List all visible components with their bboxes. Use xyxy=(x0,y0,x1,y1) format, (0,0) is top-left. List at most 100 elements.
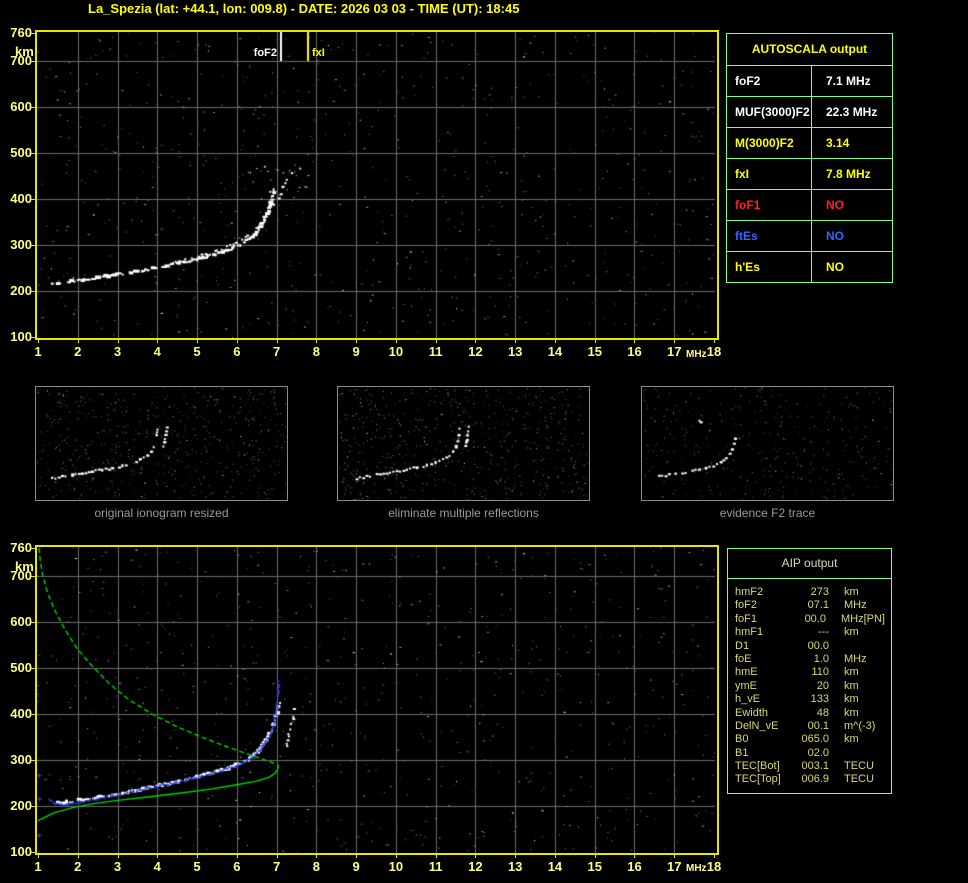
aip-unit: km xyxy=(844,679,859,692)
x-axis-tick xyxy=(356,339,357,343)
x-tick-label: 17 xyxy=(667,344,682,359)
table-row-fxi: fxI 7.8 MHz xyxy=(727,158,892,189)
y-tick-label: 200 xyxy=(10,282,32,298)
x-tick-label: 10 xyxy=(388,859,404,874)
x-tick-label: 8 xyxy=(312,344,320,359)
x-tick-label: 18 xyxy=(706,344,722,359)
y-axis-tick xyxy=(31,153,35,154)
bottom-ionogram-frame xyxy=(35,545,719,855)
aip-unit: km xyxy=(844,693,859,706)
param-value: NO xyxy=(826,229,844,243)
x-tick-label: 18 xyxy=(706,859,722,874)
aip-extra xyxy=(885,747,891,760)
x-tick-label: 3 xyxy=(113,859,122,874)
aip-unit: km xyxy=(844,666,859,679)
aip-param: B1 xyxy=(735,746,749,759)
aip-value: 02.0 xyxy=(807,746,829,759)
aip-param: ymE xyxy=(735,679,757,692)
x-axis-tick xyxy=(555,339,556,343)
aip-row: TEC[Top] 006.9 TECU xyxy=(735,773,891,786)
y-tick-label: 600 xyxy=(10,98,32,114)
y-axis-tick xyxy=(31,107,35,108)
x-axis-tick xyxy=(515,339,516,343)
y-tick-label: 400 xyxy=(10,705,32,721)
y-axis-tick xyxy=(31,291,35,292)
aip-value: 133 xyxy=(810,693,829,706)
aip-row: hmF1 --- km xyxy=(735,626,891,639)
y-tick-label: 100 xyxy=(10,329,32,344)
x-tick-label: 2 xyxy=(74,859,82,874)
x-axis-tick xyxy=(475,339,476,343)
x-axis-tick xyxy=(78,854,79,858)
aip-row: DelN_vE 00.1 m^(-3) xyxy=(735,720,891,733)
aip-value: 065.0 xyxy=(801,733,829,746)
bottom-ionogram-canvas xyxy=(37,547,715,853)
aip-extra xyxy=(885,733,891,746)
aip-row: TEC[Bot] 003.1 TECU xyxy=(735,760,891,773)
y-axis-tick xyxy=(31,668,35,669)
table-row-ftes: ftEs NO xyxy=(727,220,892,251)
fof2-marker-label: foF2 xyxy=(253,47,277,59)
aip-unit: km xyxy=(844,706,859,719)
table-row-hes: h'Es NO xyxy=(727,251,892,282)
top-ionogram-canvas xyxy=(37,32,715,338)
aip-unit: MHz xyxy=(840,612,864,625)
aip-unit: MHz xyxy=(844,652,867,665)
aip-unit: TECU xyxy=(844,760,874,773)
autoscala-output-table: AUTOSCALA output foF2 7.1 MHz MUF(3000)F… xyxy=(726,33,893,283)
aip-value: --- xyxy=(818,626,829,639)
aip-param: TEC[Bot] xyxy=(735,760,780,773)
panel-caption-eliminate: eliminate multiple reflections xyxy=(388,506,539,520)
param-label: M(3000)F2 xyxy=(727,128,812,158)
aip-extra xyxy=(885,599,891,612)
panel-evidence-f2-canvas xyxy=(642,387,893,500)
aip-param: Ewidth xyxy=(735,706,769,719)
x-axis-tick xyxy=(38,854,39,858)
x-axis-tick xyxy=(237,854,238,858)
fxi-marker-label: fxI xyxy=(312,47,325,59)
y-tick-label: 600 xyxy=(10,613,32,629)
aip-value: 07.1 xyxy=(807,599,829,612)
x-axis-tick xyxy=(436,339,437,343)
y-tick-label: 100 xyxy=(10,844,32,859)
x-axis-tick xyxy=(237,339,238,343)
aip-row: h_vE 133 km xyxy=(735,693,891,706)
y-axis-tick xyxy=(31,337,35,338)
aip-value: 00.0 xyxy=(807,639,829,652)
aip-param: DelN_vE xyxy=(735,719,779,732)
x-axis-tick xyxy=(634,854,635,858)
param-label: foF2 xyxy=(727,66,812,96)
aip-param: foE xyxy=(735,652,752,665)
x-axis-tick xyxy=(515,854,516,858)
x-axis-tick xyxy=(157,339,158,343)
aip-param: hmE xyxy=(735,666,758,679)
x-tick-label: 15 xyxy=(587,344,602,359)
aip-row: hmE 110 km xyxy=(735,666,891,679)
x-axis-tick xyxy=(396,339,397,343)
x-axis-tick xyxy=(674,854,675,858)
x-tick-label: 13 xyxy=(507,859,523,874)
x-axis-tick xyxy=(118,854,119,858)
x-axis-tick xyxy=(714,854,715,858)
aip-extra xyxy=(885,720,891,733)
panel-eliminate-reflections-canvas xyxy=(338,387,589,500)
bottom-y-axis-unit-label: km xyxy=(15,559,34,574)
x-tick-label: 16 xyxy=(627,859,642,874)
y-axis-tick xyxy=(31,852,35,853)
param-value: NO xyxy=(826,198,844,212)
param-value: 3.14 xyxy=(826,136,850,150)
autoscala-table-header: AUTOSCALA output xyxy=(727,34,892,66)
param-value: 7.1 MHz xyxy=(826,74,871,88)
aip-param: B0 xyxy=(735,733,749,746)
x-tick-label: 11 xyxy=(428,859,443,874)
aip-value: 003.1 xyxy=(801,760,829,773)
aip-value: 1.0 xyxy=(813,652,829,665)
x-axis-tick xyxy=(356,854,357,858)
x-tick-label: 7 xyxy=(272,859,281,874)
x-axis-tick xyxy=(38,339,39,343)
x-tick-label: 2 xyxy=(74,344,82,359)
y-tick-label: 400 xyxy=(10,190,32,206)
y-tick-label: 500 xyxy=(10,659,32,675)
x-tick-label: 15 xyxy=(587,859,602,874)
y-tick-label: 500 xyxy=(10,144,32,160)
